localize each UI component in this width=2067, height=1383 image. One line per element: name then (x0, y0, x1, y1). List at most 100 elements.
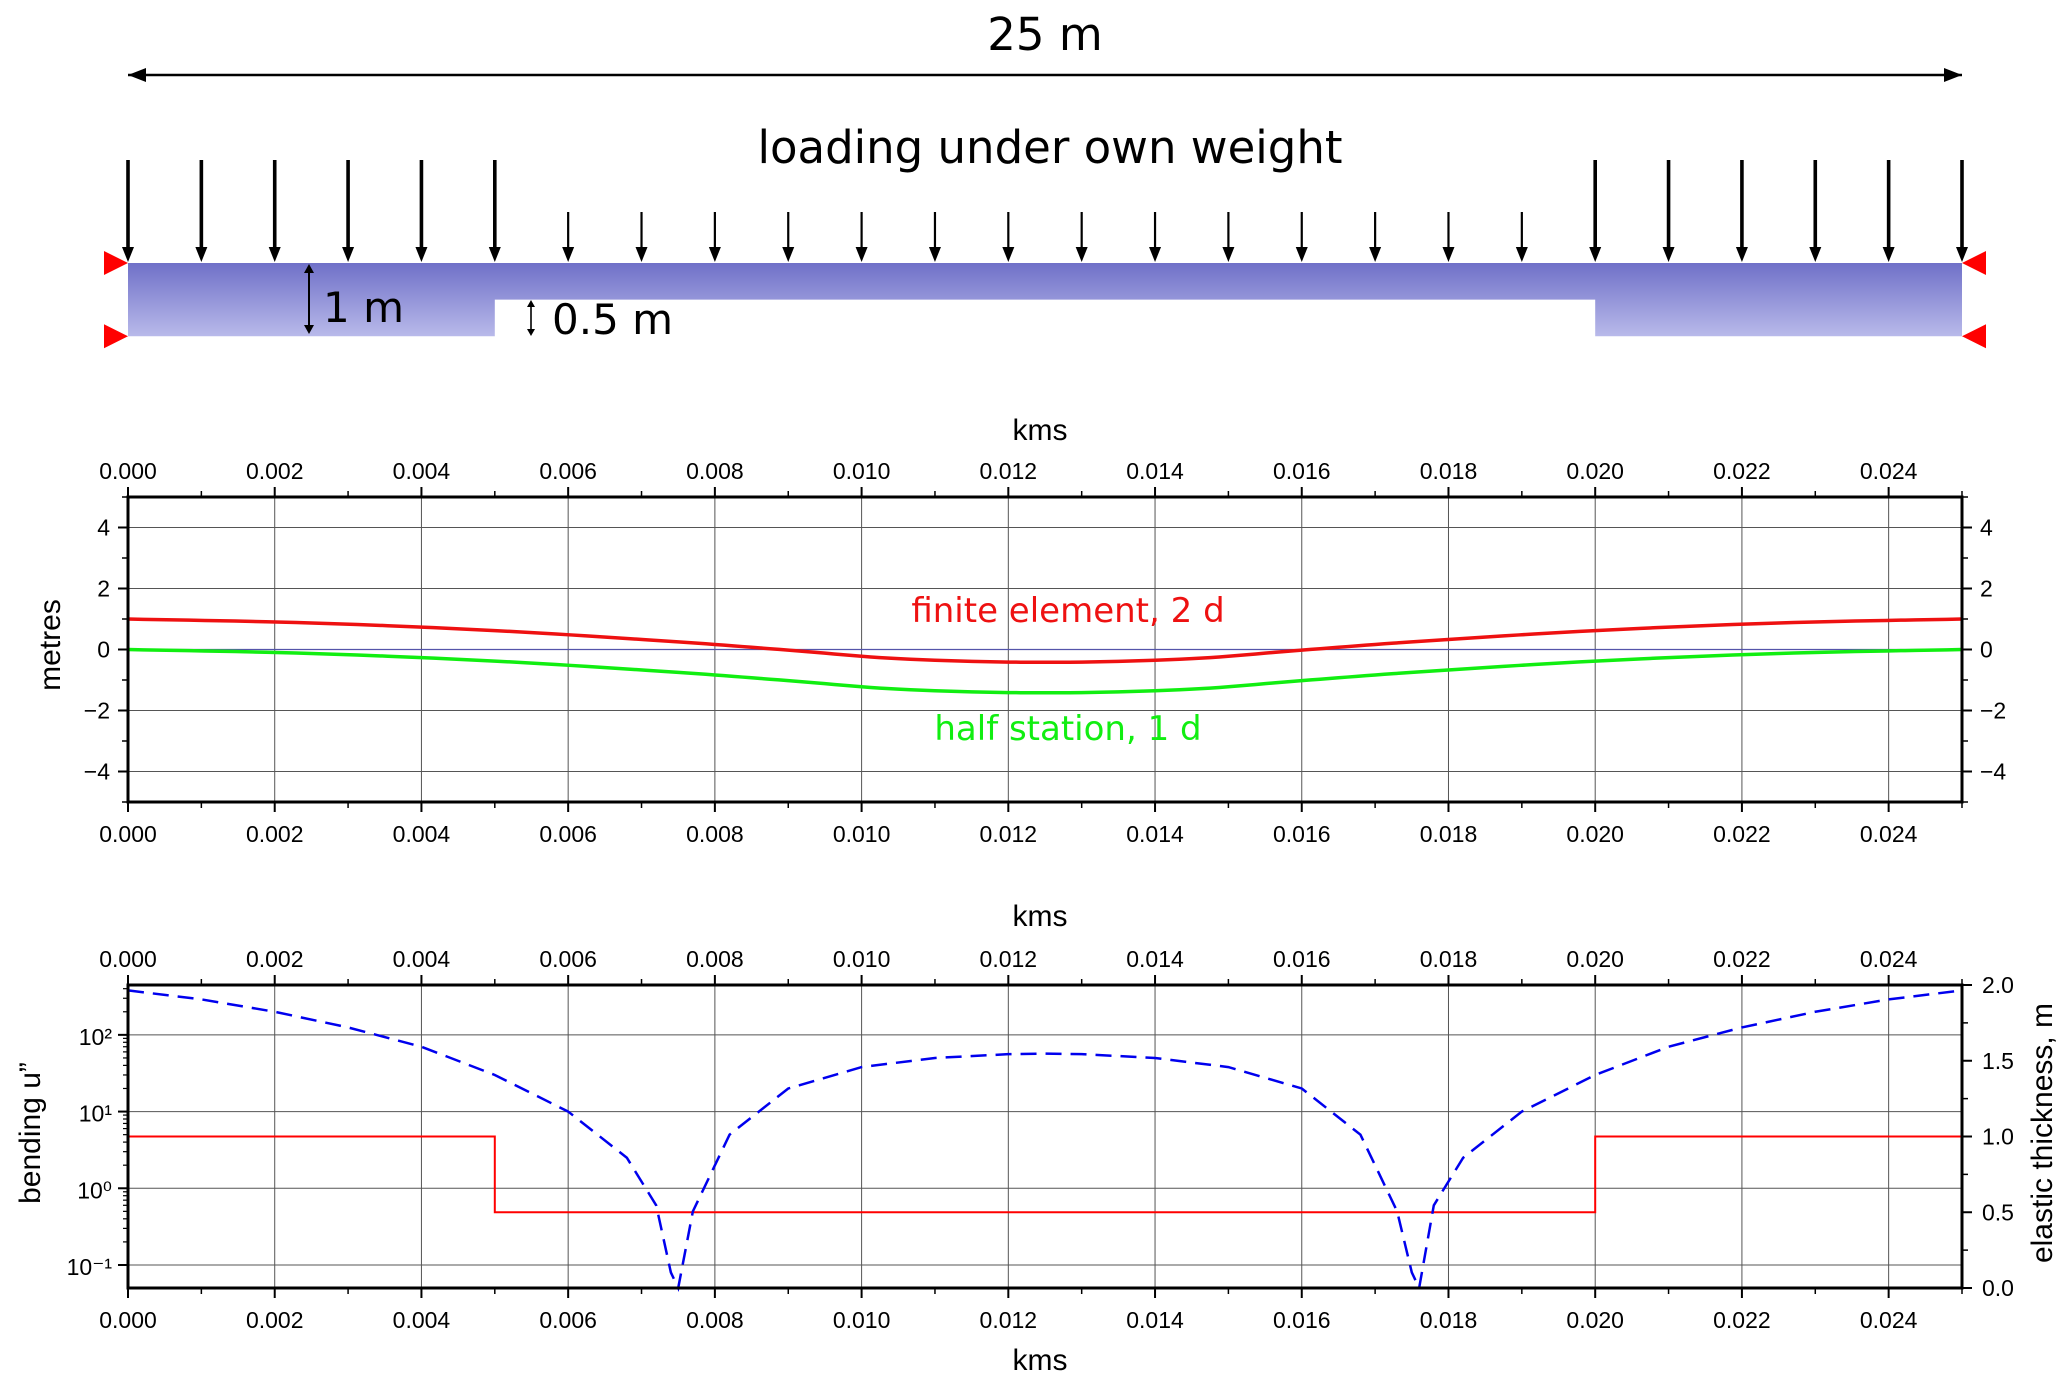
chart1-bottom-xtick-label: 0.014 (1126, 821, 1184, 847)
load-arrow-head (928, 247, 941, 262)
chart1-left-ytick-label: 2 (97, 576, 110, 602)
thick-dimension: 1 m (304, 264, 404, 334)
load-arrow-head (1075, 247, 1088, 262)
series-half-station (127, 647, 1963, 695)
chart1-right-ytick-label: −4 (1980, 759, 2006, 785)
chart2-top-xtick-label: 0.020 (1566, 946, 1624, 972)
chart2-top-xtick-label: 0.016 (1273, 946, 1331, 972)
chart2-left-ytick-label: 10² (79, 1024, 113, 1050)
chart1-bottom-xtick-label: 0.000 (99, 821, 157, 847)
chart1-top-xtick-label: 0.024 (1860, 458, 1918, 484)
chart2-top-xtick-label: 0.018 (1420, 946, 1478, 972)
chart2-right-ytick-label: 2.0 (1982, 972, 2014, 998)
chart2-bottom-xtick-label: 0.010 (833, 1307, 891, 1333)
chart1-right-ytick-label: 4 (1980, 515, 1993, 541)
support-marker (1962, 324, 1986, 349)
chart2-bottom-xtick-label: 0.020 (1566, 1307, 1624, 1333)
chart1-bottom-xtick-label: 0.018 (1420, 821, 1478, 847)
chart1-left-ytick-label: −4 (84, 759, 110, 785)
load-arrow-head (1735, 247, 1748, 262)
beam-diagram: 25 m loading under own weight 1 m 0.5 m (104, 8, 1986, 349)
chart2-bottom-xlabel: kms (1013, 1344, 1068, 1377)
load-arrow-head (1149, 247, 1162, 262)
span-dimension: 25 m (128, 8, 1962, 82)
chart2-ticks: 0.000 0.000 0.002 0.002 0.004 0.004 0.006 0.006… (67, 946, 2014, 1333)
chart1-top-xtick-label: 0.018 (1420, 458, 1478, 484)
chart1-bottom-xtick-label: 0.022 (1713, 821, 1771, 847)
support-marker (104, 324, 128, 349)
chart1-bottom-xtick-label: 0.016 (1273, 821, 1331, 847)
bending-chart: 0.000 0.000 0.002 0.002 0.004 0.004 0.006 0.006… (14, 900, 2059, 1377)
diagram-title: loading under own weight (757, 121, 1342, 174)
chart2-top-xtick-label: 0.000 (99, 946, 157, 972)
load-arrow-head (635, 247, 648, 262)
chart1-top-xtick-label: 0.016 (1273, 458, 1331, 484)
load-arrow-head (1222, 247, 1235, 262)
label-finite-element: finite element, 2 d (911, 591, 1224, 631)
load-arrow-head (122, 247, 134, 262)
load-arrow-head (342, 247, 355, 262)
chart2-ylabel: bending u” (14, 1062, 47, 1204)
thin-dimension: 0.5 m (527, 295, 673, 344)
load-arrows (122, 160, 1968, 262)
chart1-right-ytick-label: −2 (1980, 698, 2006, 724)
chart1-top-xtick-label: 0.000 (99, 458, 157, 484)
chart2-bottom-xtick-label: 0.004 (393, 1307, 451, 1333)
chart1-top-xtick-label: 0.006 (539, 458, 597, 484)
load-arrow-head (1809, 247, 1822, 262)
chart2-top-xtick-label: 0.014 (1126, 946, 1184, 972)
label-half-station: half station, 1 d (934, 709, 1201, 749)
chart1-right-ytick-label: 0 (1980, 637, 1993, 663)
chart1-bottom-xtick-label: 0.020 (1566, 821, 1624, 847)
chart1-top-xtick-label: 0.010 (833, 458, 891, 484)
load-arrow-head (1662, 247, 1675, 262)
load-arrow-head (195, 247, 208, 262)
support-marker (1962, 251, 1986, 275)
chart1-left-ytick-label: −2 (84, 698, 110, 724)
chart2-top-xtick-label: 0.004 (393, 946, 451, 972)
load-arrow-head (1956, 247, 1968, 262)
chart2-bottom-xtick-label: 0.022 (1713, 1307, 1771, 1333)
chart2-top-xlabel: kms (1013, 900, 1068, 933)
chart2-left-ytick-label: 10¹ (79, 1101, 113, 1127)
thin-label: 0.5 m (552, 295, 673, 344)
series-elastic-thickness (128, 1135, 1962, 1214)
load-arrow-head (488, 247, 501, 262)
load-arrow-head (1369, 247, 1382, 262)
chart2-top-xtick-label: 0.024 (1860, 946, 1918, 972)
chart1-bottom-xtick-label: 0.012 (980, 821, 1038, 847)
chart1-left-ytick-label: 0 (97, 637, 110, 663)
load-arrow-head (1882, 247, 1895, 262)
chart2-bottom-xtick-label: 0.014 (1126, 1307, 1184, 1333)
supports (104, 251, 1986, 349)
chart2-bottom-xtick-label: 0.008 (686, 1307, 744, 1333)
chart2-bottom-xtick-label: 0.016 (1273, 1307, 1331, 1333)
chart1-bottom-xtick-label: 0.002 (246, 821, 304, 847)
chart1-top-xtick-label: 0.014 (1126, 458, 1184, 484)
chart1-bottom-xtick-label: 0.010 (833, 821, 891, 847)
chart1-bottom-xtick-label: 0.006 (539, 821, 597, 847)
load-arrow-head (708, 247, 721, 262)
chart1-bottom-xtick-label: 0.004 (393, 821, 451, 847)
chart2-right-ytick-label: 1.5 (1982, 1048, 2014, 1074)
chart2-top-xtick-label: 0.022 (1713, 946, 1771, 972)
chart2-right-ytick-label: 0.5 (1982, 1199, 2014, 1225)
load-arrow-head (415, 247, 428, 262)
chart2-left-ytick-label: 10⁻¹ (67, 1254, 113, 1280)
load-arrow-head (782, 247, 795, 262)
chart2-y2label: elastic thickness, m (2026, 1003, 2059, 1263)
chart2-bottom-xtick-label: 0.000 (99, 1307, 157, 1333)
chart2-top-xtick-label: 0.012 (980, 946, 1038, 972)
span-label: 25 m (987, 8, 1102, 61)
chart1-bottom-xtick-label: 0.008 (686, 821, 744, 847)
chart1-top-xlabel: kms (1013, 414, 1068, 447)
load-arrow-head (1442, 247, 1455, 262)
chart2-bottom-xtick-label: 0.006 (539, 1307, 597, 1333)
chart2-left-ytick-label: 10⁰ (77, 1177, 112, 1203)
chart2-top-xtick-label: 0.002 (246, 946, 304, 972)
chart2-bottom-xtick-label: 0.018 (1420, 1307, 1478, 1333)
chart1-left-ytick-label: 4 (97, 515, 110, 541)
load-arrow-head (1002, 247, 1015, 262)
chart1-top-xtick-label: 0.012 (980, 458, 1038, 484)
chart2-bottom-xtick-label: 0.024 (1860, 1307, 1918, 1333)
